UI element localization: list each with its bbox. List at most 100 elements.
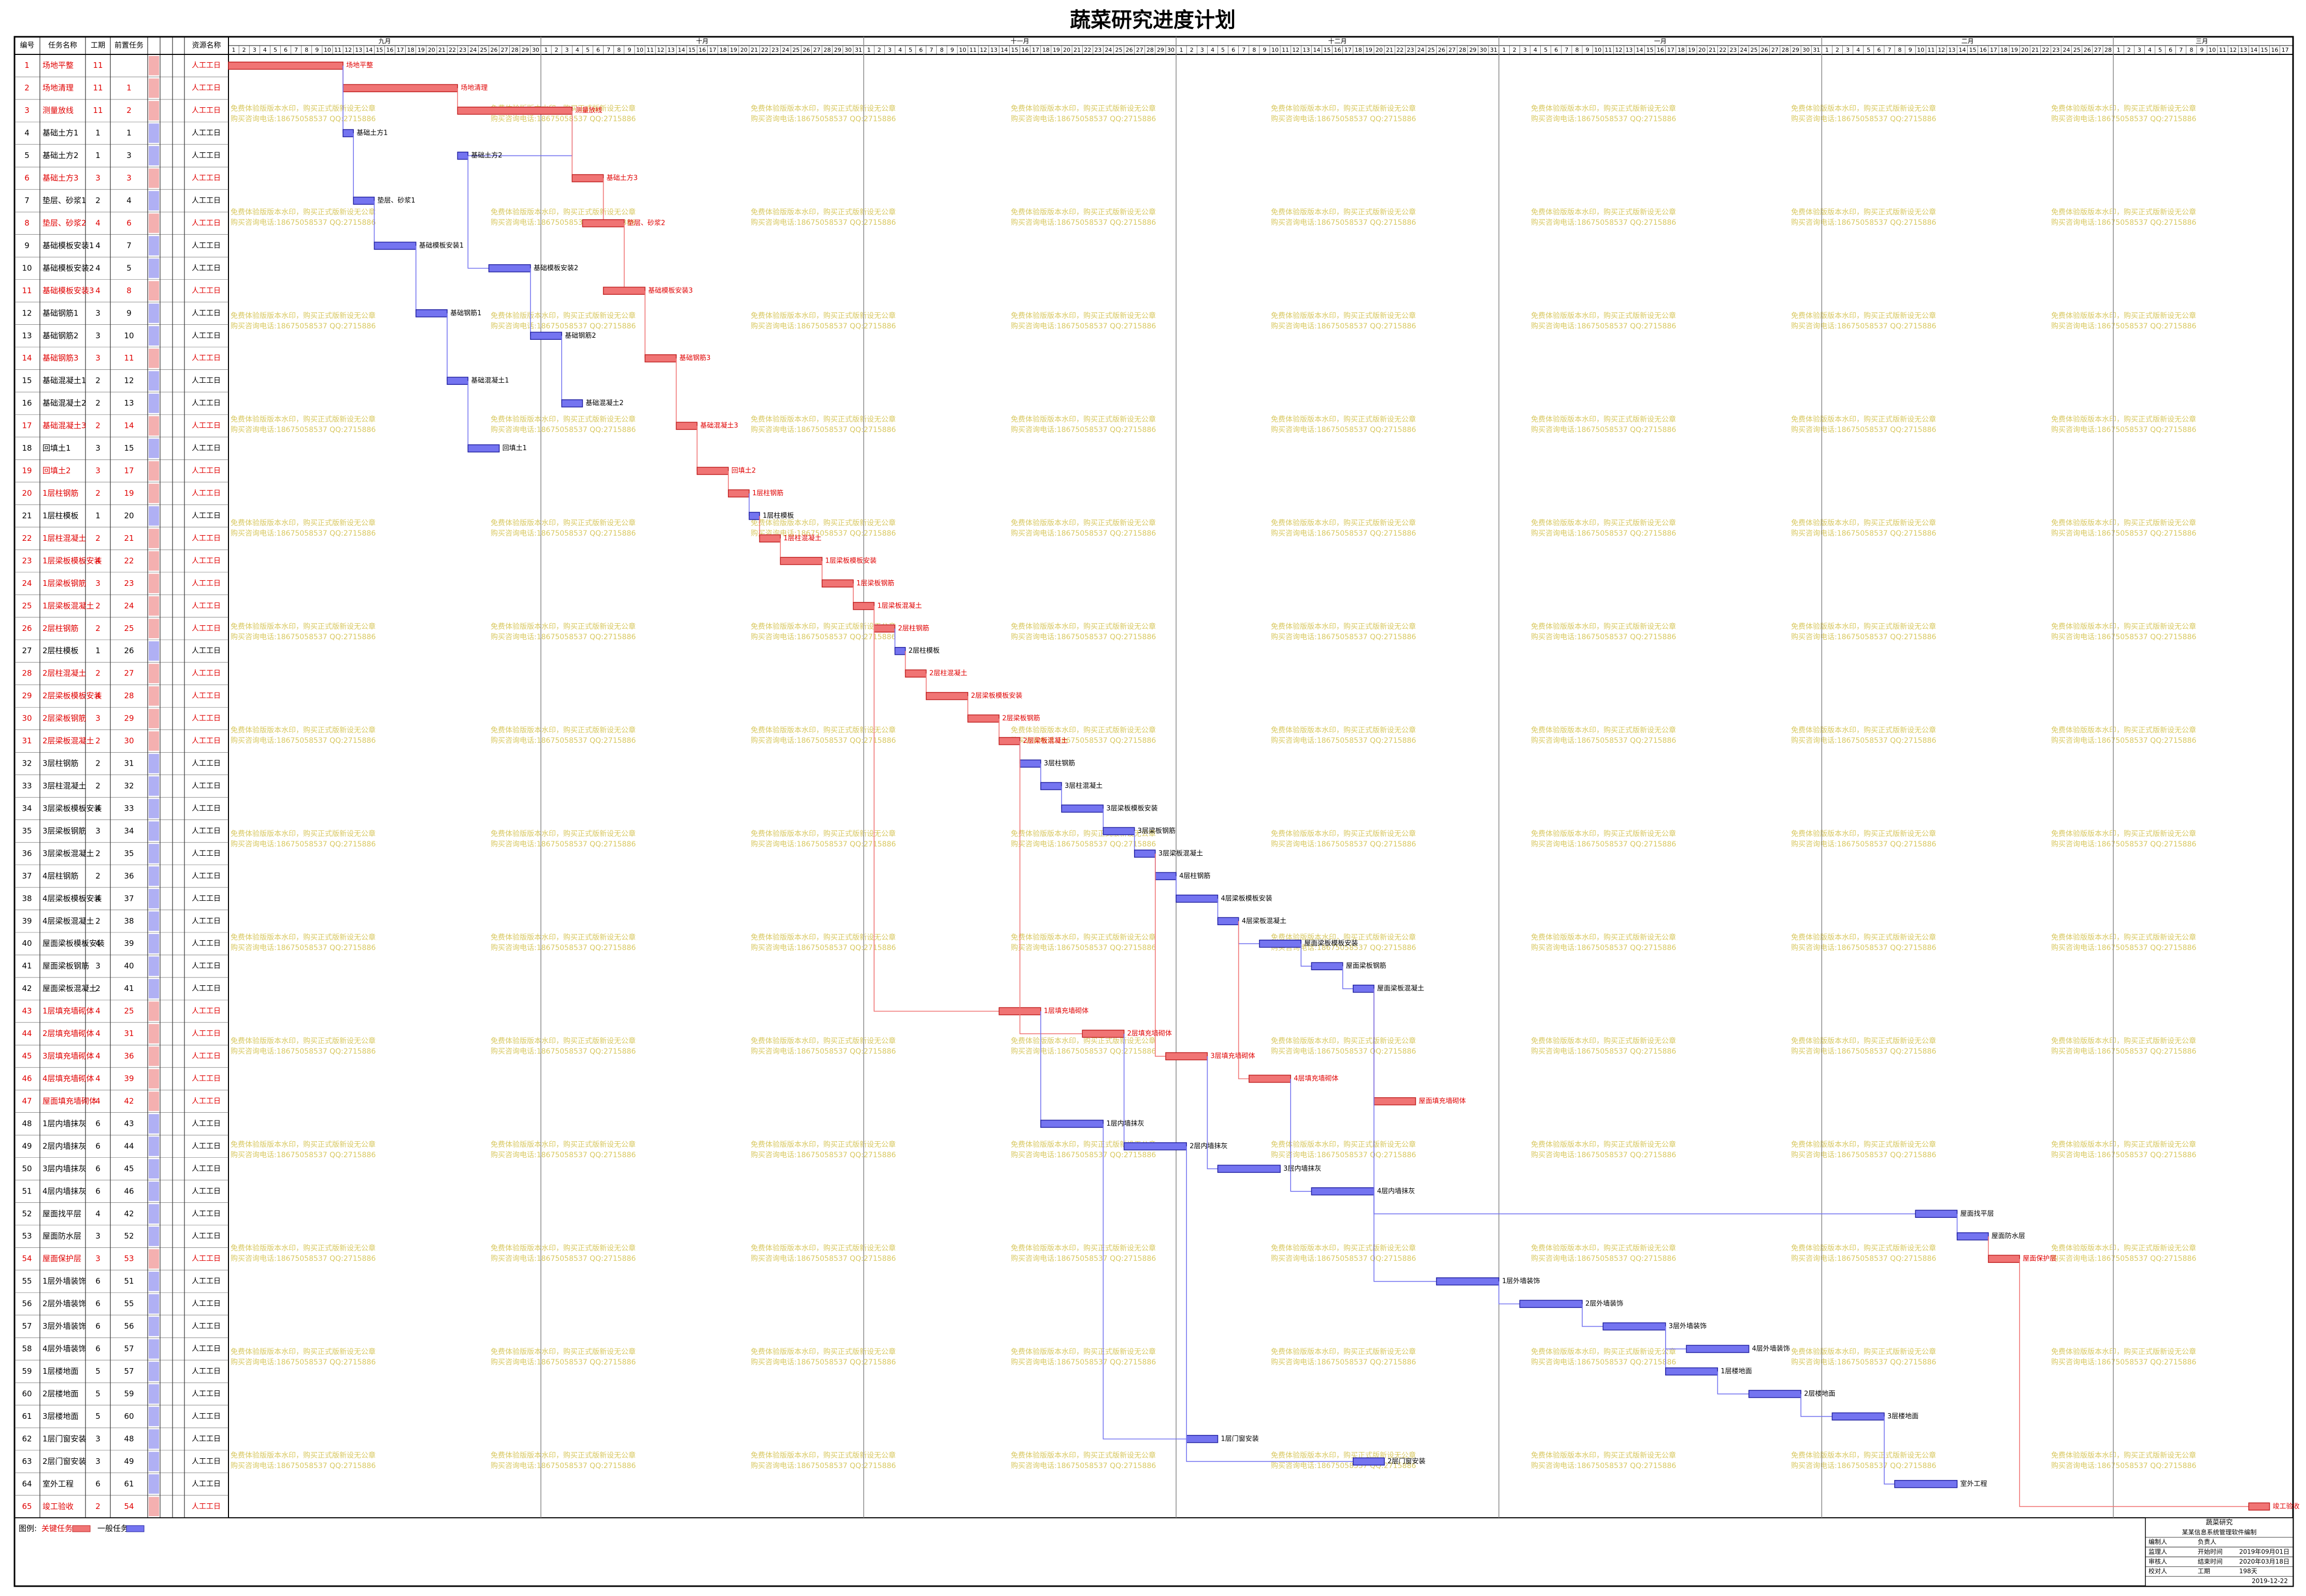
day-number: 7: [1887, 47, 1891, 53]
resource-cell: [149, 641, 159, 661]
day-number: 23: [1407, 47, 1414, 53]
task-predecessor: 54: [124, 1502, 134, 1511]
day-number: 20: [1376, 47, 1383, 53]
watermark: 免费体验版版本水印，购买正式版新设无公章: [1011, 1140, 1156, 1149]
task-predecessor: 48: [124, 1434, 134, 1443]
month-label: 二月: [1961, 38, 1974, 45]
watermark: 购买咨询电话:18675058537 QQ:2715886: [231, 944, 376, 952]
task-predecessor: 38: [124, 916, 134, 926]
resource-cell: [149, 281, 159, 301]
watermark: 购买咨询电话:18675058537 QQ:2715886: [231, 115, 376, 123]
task-bar-label: 场地清理: [461, 84, 488, 92]
watermark: 免费体验版版本水印，购买正式版新设无公章: [491, 1347, 636, 1356]
title: 蔬菜研究进度计划: [1070, 8, 1236, 32]
day-number: 15: [1324, 47, 1331, 53]
watermark: 购买咨询电话:18675058537 QQ:2715886: [2051, 219, 2196, 227]
day-number: 28: [2104, 47, 2112, 53]
task-name: 基础土方3: [42, 174, 79, 183]
watermark: 免费体验版版本水印，购买正式版新设无公章: [1791, 311, 1936, 320]
legend-normal-bar: [126, 1525, 145, 1532]
task-bar: [967, 714, 1000, 723]
task-bar-label: 屋面找平层: [1960, 1210, 1994, 1218]
day-number: 3: [1846, 47, 1850, 53]
day-number: 1: [545, 47, 548, 53]
day-number: 1: [2117, 47, 2121, 53]
task-predecessor: 41: [124, 984, 134, 993]
day-number: 6: [596, 47, 600, 53]
day-number: 28: [824, 47, 831, 53]
task-duration: 1: [95, 511, 101, 520]
task-name: 基础钢筋1: [42, 308, 79, 318]
resource-cell: [149, 1204, 159, 1224]
task-duration: 6: [95, 1186, 101, 1196]
day-number: 8: [2189, 47, 2193, 53]
watermark: 购买咨询电话:18675058537 QQ:2715886: [231, 219, 376, 227]
resource-cell: [149, 1137, 159, 1156]
task-predecessor: 56: [124, 1321, 134, 1331]
resource-cell: [149, 1384, 159, 1404]
task-resource: 人工工日: [192, 354, 221, 363]
task-bar-label: 1层楼地面: [1721, 1368, 1752, 1375]
watermark: 购买咨询电话:18675058537 QQ:2715886: [2051, 1462, 2196, 1470]
watermark: 购买咨询电话:18675058537 QQ:2715886: [1271, 633, 1416, 641]
task-bar: [1040, 782, 1062, 790]
day-number: 28: [1147, 47, 1154, 53]
task-predecessor: 17: [124, 466, 134, 476]
task-predecessor: 24: [124, 601, 134, 610]
task-name: 1层梁板混凝土: [42, 601, 94, 610]
task-id: 40: [22, 939, 32, 948]
task-resource: 人工工日: [192, 174, 221, 182]
task-name: 1层内墙抹灰: [42, 1119, 87, 1128]
watermark: 购买咨询电话:18675058537 QQ:2715886: [2051, 1151, 2196, 1159]
task-duration: 2: [95, 398, 101, 408]
watermark: 购买咨询电话:18675058537 QQ:2715886: [1531, 219, 1676, 227]
task-predecessor: 35: [124, 849, 134, 858]
watermark: 免费体验版版本水印，购买正式版新设无公章: [1271, 1140, 1416, 1149]
task-id: 46: [22, 1074, 32, 1083]
day-number: 14: [1000, 47, 1008, 53]
watermark: 免费体验版版本水印，购买正式版新设无公章: [1791, 415, 1936, 424]
task-bar: [925, 692, 968, 700]
watermark: 购买咨询电话:18675058537 QQ:2715886: [751, 322, 896, 330]
task-name: 3层楼地面: [42, 1412, 79, 1421]
day-number: 13: [990, 47, 997, 53]
task-bar-label: 4层梁板模板安装: [1221, 895, 1272, 902]
task-bar: [905, 669, 927, 678]
watermark: 免费体验版版本水印，购买正式版新设无公章: [231, 933, 376, 942]
watermark: 免费体验版版本水印，购买正式版新设无公章: [1531, 1037, 1676, 1045]
task-id: 23: [22, 556, 32, 565]
day-number: 11: [1282, 47, 1289, 53]
watermark: 购买咨询电话:18675058537 QQ:2715886: [2051, 840, 2196, 849]
task-predecessor: 39: [124, 939, 134, 948]
task-bar-label: 3层梁板混凝土: [1158, 849, 1203, 857]
task-duration: 4: [95, 1052, 101, 1061]
task-id: 45: [22, 1052, 32, 1061]
day-number: 8: [1575, 47, 1579, 53]
day-number: 5: [586, 47, 590, 53]
task-bar-label: 2层柱钢筋: [898, 624, 929, 632]
watermark: 购买咨询电话:18675058537 QQ:2715886: [1791, 529, 1936, 538]
task-predecessor: 1: [126, 83, 132, 93]
day-number: 31: [1490, 47, 1497, 53]
task-resource: 人工工日: [192, 917, 221, 925]
watermark: 购买咨询电话:18675058537 QQ:2715886: [231, 426, 376, 434]
day-number: 27: [1449, 47, 1456, 53]
task-bar-label: 基础钢筋1: [450, 309, 481, 317]
task-bar-label: 1层门窗安装: [1221, 1434, 1259, 1443]
task-resource: 人工工日: [192, 152, 221, 160]
day-number: 6: [1877, 47, 1881, 53]
task-id: 6: [24, 174, 30, 183]
task-duration: 2: [95, 488, 101, 498]
footer-cell: 2020年03月18日: [2239, 1558, 2289, 1565]
day-number: 26: [1438, 47, 1445, 53]
day-number: 28: [1459, 47, 1466, 53]
task-name: 基础混凝土2: [42, 398, 87, 408]
day-number: 8: [1252, 47, 1256, 53]
day-number: 20: [740, 47, 748, 53]
resource-cell: [149, 258, 159, 278]
task-bar: [1217, 917, 1239, 926]
task-predecessor: 51: [124, 1276, 134, 1286]
resource-cell: [149, 1339, 159, 1359]
resource-cell: [149, 911, 159, 931]
task-bar: [1436, 1277, 1499, 1286]
